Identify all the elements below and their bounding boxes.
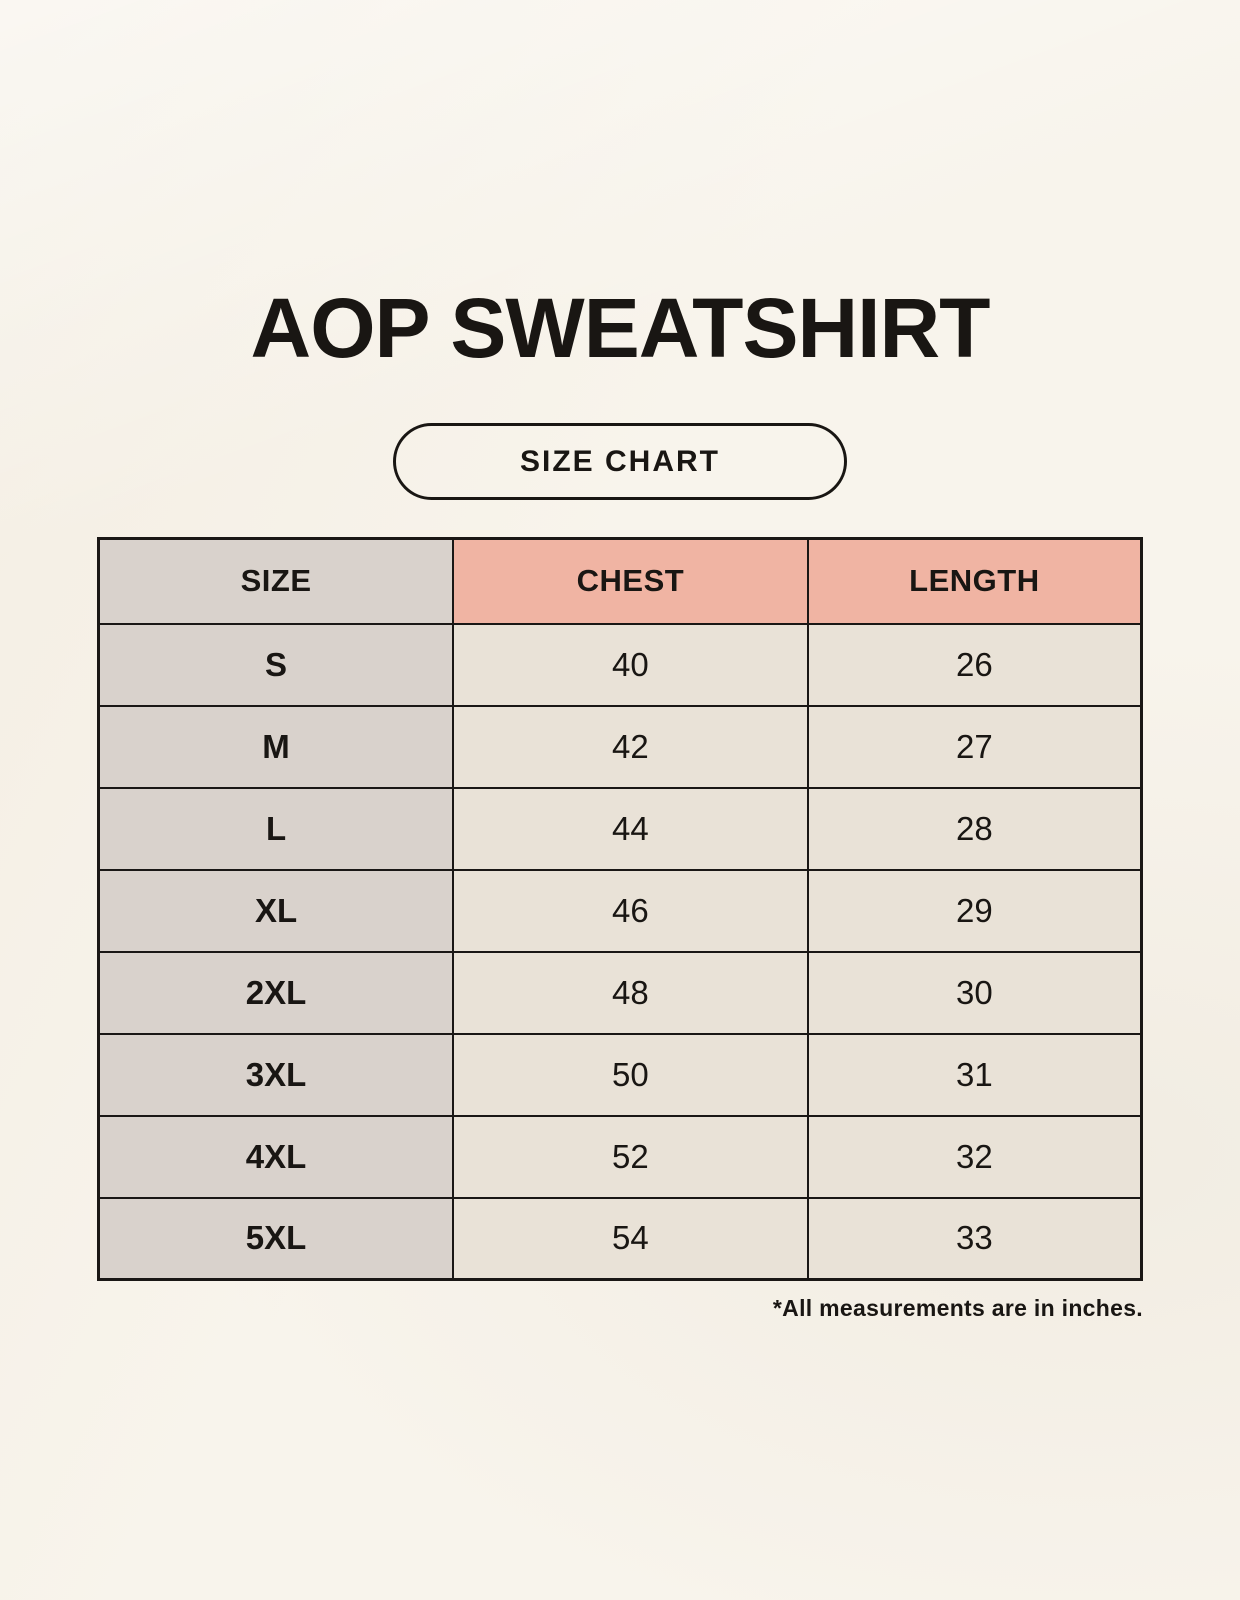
table-row-5xl: 5XL 54 33 <box>97 1196 1143 1281</box>
size-chart-badge: SIZE CHART <box>393 423 847 500</box>
table-row-m: M 42 27 <box>97 704 1143 789</box>
chest-value: 48 <box>452 950 809 1035</box>
length-value: 31 <box>806 1032 1143 1117</box>
column-header-length: LENGTH <box>806 537 1143 625</box>
length-value: 28 <box>806 786 1143 871</box>
size-chart-badge-label: SIZE CHART <box>520 445 720 478</box>
size-label: XL <box>97 868 455 953</box>
table-row-4xl: 4XL 52 32 <box>97 1114 1143 1199</box>
chest-value: 50 <box>452 1032 809 1117</box>
table-row-l: L 44 28 <box>97 786 1143 871</box>
length-value: 26 <box>806 622 1143 707</box>
column-header-chest: CHEST <box>452 537 809 625</box>
size-label: L <box>97 786 455 871</box>
size-label: 4XL <box>97 1114 455 1199</box>
length-value: 30 <box>806 950 1143 1035</box>
length-value: 32 <box>806 1114 1143 1199</box>
table-row-2xl: 2XL 48 30 <box>97 950 1143 1035</box>
size-label: M <box>97 704 455 789</box>
measurements-footnote: *All measurements are in inches. <box>772 1295 1143 1321</box>
page-title: AOP SWEATSHIRT <box>250 281 991 375</box>
size-chart-table: SIZE CHEST LENGTH S 40 26 M 42 27 L 44 2… <box>97 537 1143 1281</box>
column-header-size: SIZE <box>97 537 455 625</box>
table-row-xl: XL 46 29 <box>97 868 1143 953</box>
chest-value: 40 <box>452 622 809 707</box>
chest-value: 54 <box>452 1196 809 1281</box>
chest-value: 46 <box>452 868 809 953</box>
length-value: 27 <box>806 704 1143 789</box>
size-label: 2XL <box>97 950 455 1035</box>
size-label: 3XL <box>97 1032 455 1117</box>
table-header-row: SIZE CHEST LENGTH <box>97 537 1143 625</box>
size-label: S <box>97 622 455 707</box>
table-row-3xl: 3XL 50 31 <box>97 1032 1143 1117</box>
length-value: 29 <box>806 868 1143 953</box>
table-row-s: S 40 26 <box>97 622 1143 707</box>
length-value: 33 <box>806 1196 1143 1281</box>
size-label: 5XL <box>97 1196 455 1281</box>
chest-value: 44 <box>452 786 809 871</box>
chest-value: 42 <box>452 704 809 789</box>
chest-value: 52 <box>452 1114 809 1199</box>
